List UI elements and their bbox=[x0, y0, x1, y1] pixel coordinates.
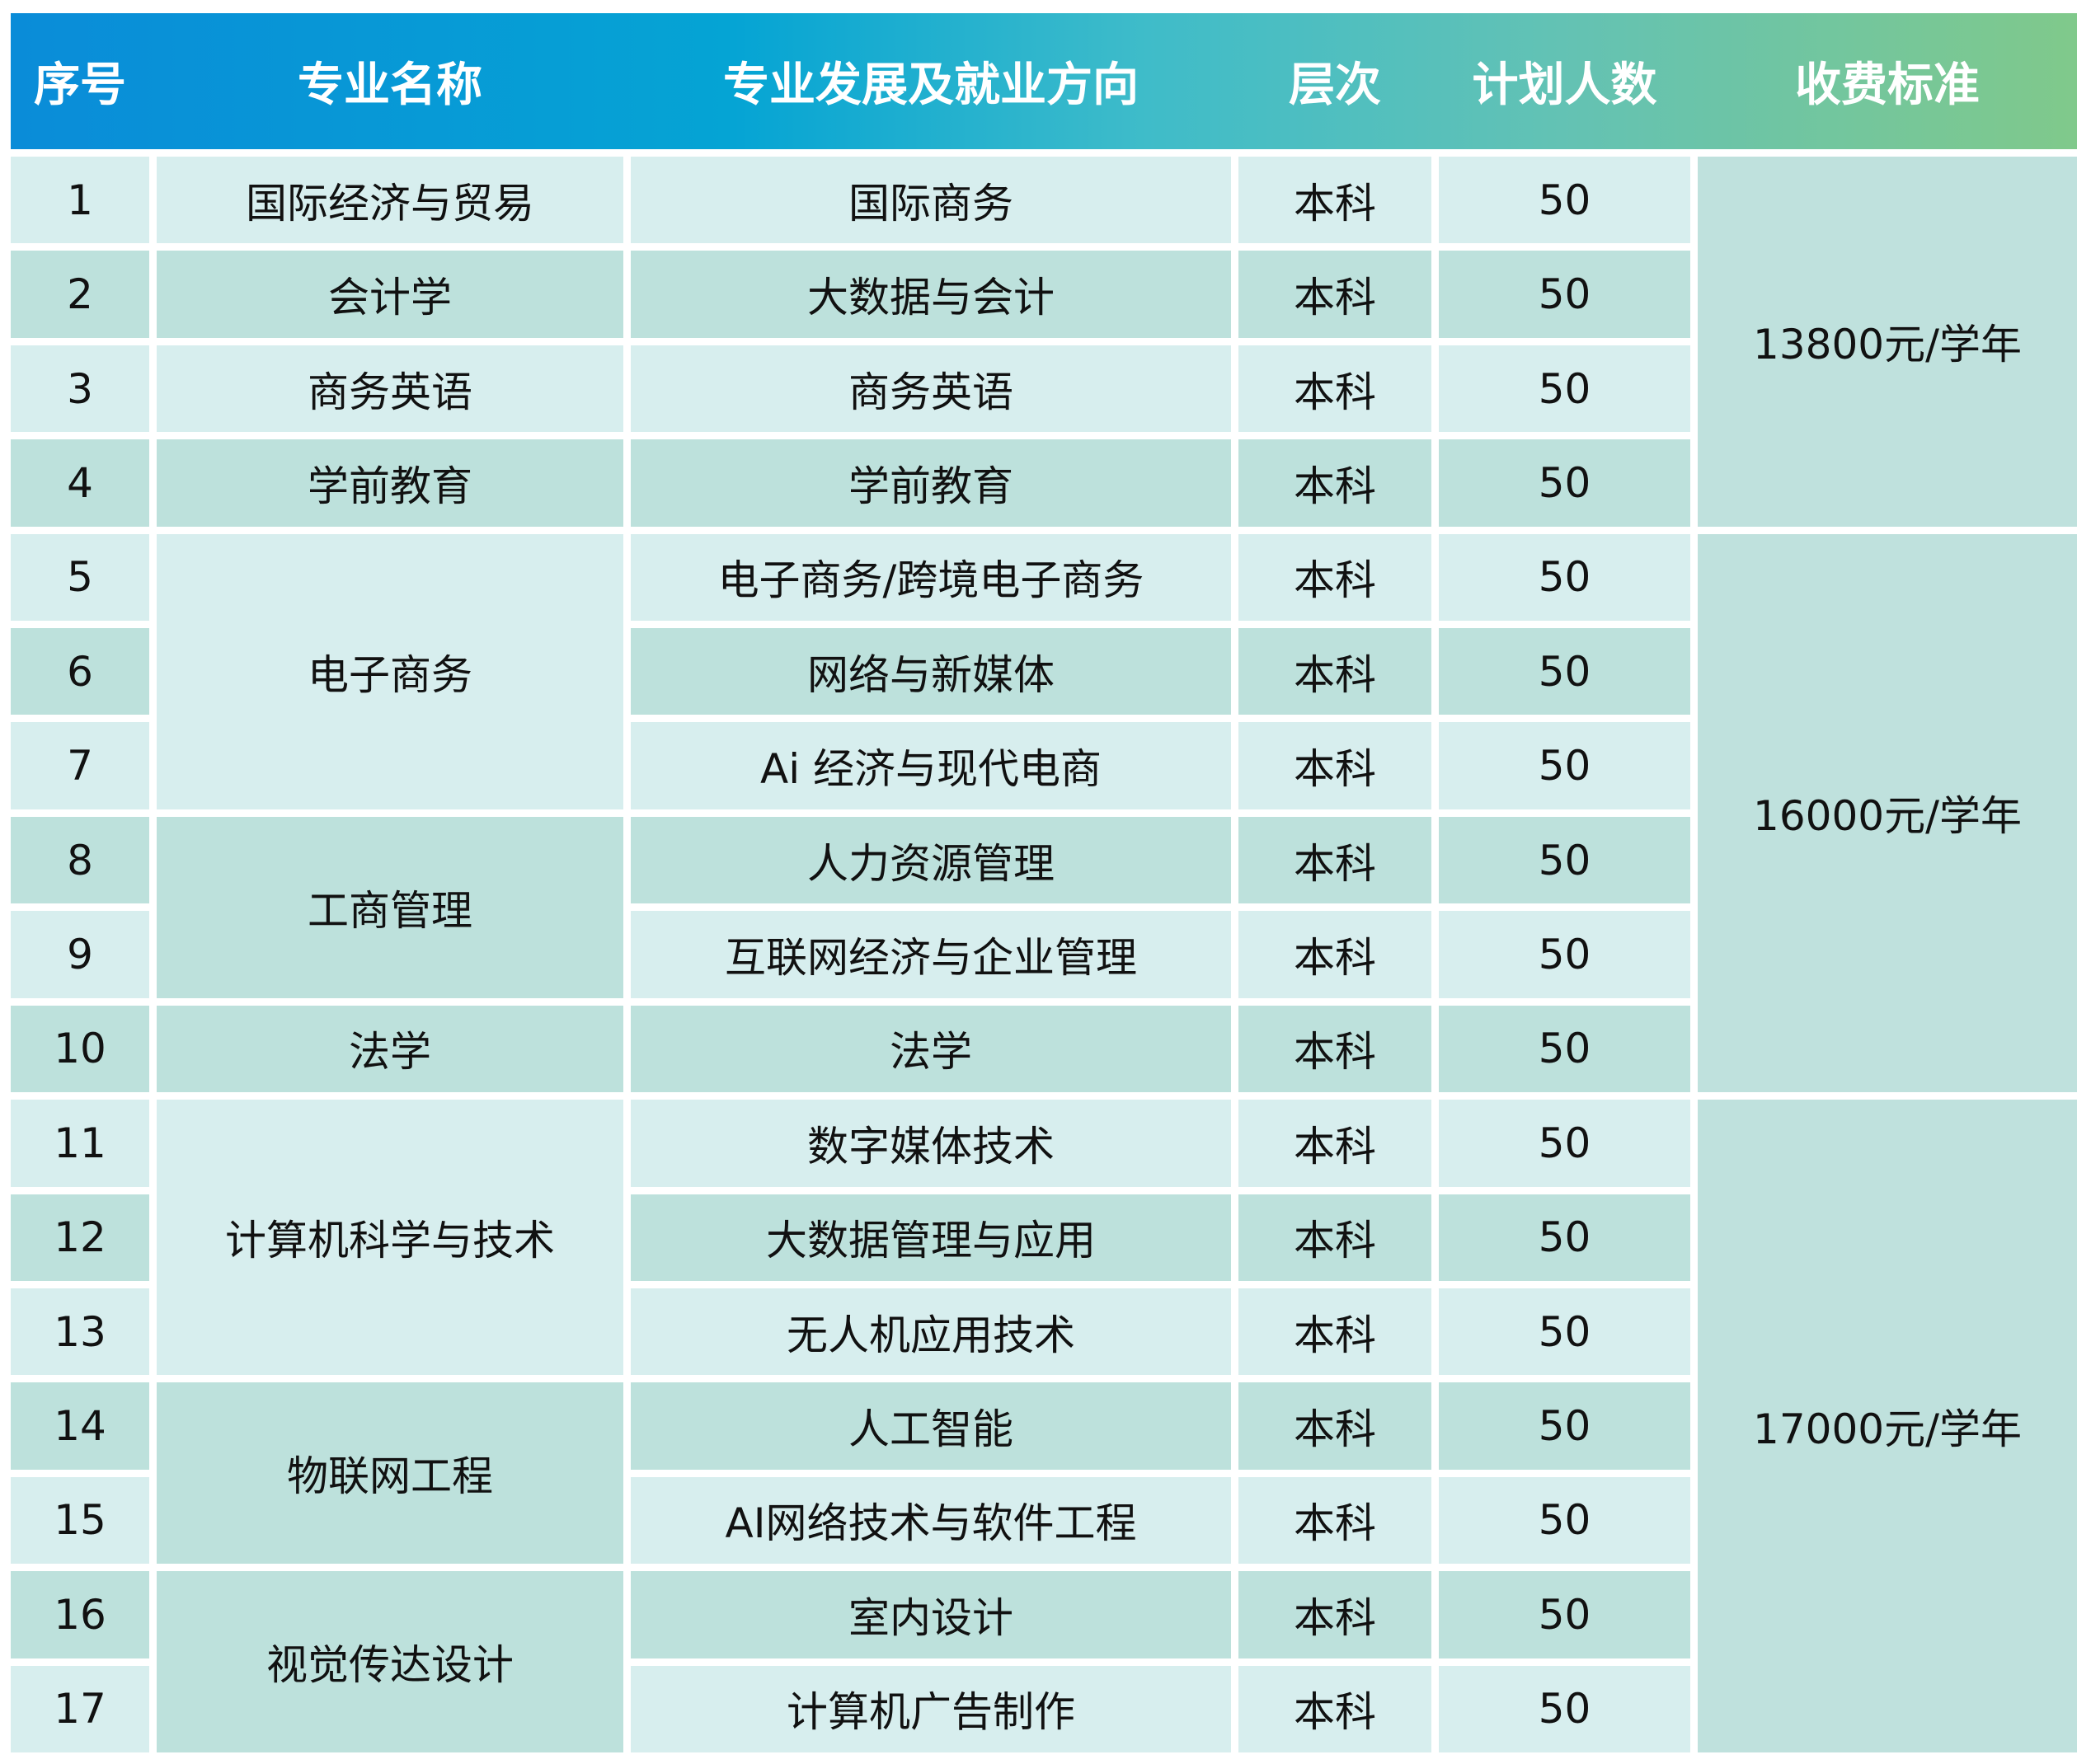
cell-level: 本科 bbox=[1238, 1665, 1431, 1752]
cell-level: 本科 bbox=[1238, 1005, 1431, 1093]
cell-count: 50 bbox=[1439, 1194, 1690, 1281]
cell-direction: 大数据管理与应用 bbox=[631, 1194, 1231, 1281]
cell-level: 本科 bbox=[1238, 533, 1431, 622]
cell-count: 50 bbox=[1439, 1665, 1690, 1752]
cell-count: 50 bbox=[1439, 439, 1690, 527]
cell-direction: 计算机广告制作 bbox=[631, 1665, 1231, 1752]
cell-level: 本科 bbox=[1238, 157, 1431, 244]
cell-count: 50 bbox=[1439, 1476, 1690, 1565]
cell-level: 本科 bbox=[1238, 1382, 1431, 1470]
cell-level: 本科 bbox=[1238, 816, 1431, 904]
cell-fee: 17000元/学年 bbox=[1698, 1100, 2077, 1752]
cell-major: 学前教育 bbox=[157, 439, 623, 527]
cell-count: 50 bbox=[1439, 251, 1690, 338]
cell-index: 16 bbox=[11, 1571, 149, 1658]
cell-direction: 大数据与会计 bbox=[631, 251, 1231, 338]
cell-level: 本科 bbox=[1238, 1571, 1431, 1658]
cell-count: 50 bbox=[1439, 533, 1690, 622]
cell-count: 50 bbox=[1439, 911, 1690, 998]
cell-index: 14 bbox=[11, 1382, 149, 1470]
cell-direction: 无人机应用技术 bbox=[631, 1288, 1231, 1376]
cell-index: 8 bbox=[11, 816, 149, 904]
cell-count: 50 bbox=[1439, 816, 1690, 904]
cell-count: 50 bbox=[1439, 722, 1690, 809]
cell-direction: 学前教育 bbox=[631, 439, 1231, 527]
header-level: 层次 bbox=[1289, 59, 1381, 112]
cell-fee: 13800元/学年 bbox=[1698, 157, 2077, 527]
cell-direction: 商务英语 bbox=[631, 345, 1231, 433]
cell-direction: 法学 bbox=[631, 1005, 1231, 1093]
cell-count: 50 bbox=[1439, 157, 1690, 244]
cell-index: 13 bbox=[11, 1288, 149, 1376]
cell-count: 50 bbox=[1439, 1100, 1690, 1187]
cell-level: 本科 bbox=[1238, 439, 1431, 527]
cell-level: 本科 bbox=[1238, 251, 1431, 338]
cell-fee: 16000元/学年 bbox=[1698, 533, 2077, 1093]
cell-count: 50 bbox=[1439, 1005, 1690, 1093]
cell-direction: Ai 经济与现代电商 bbox=[631, 722, 1231, 809]
cell-index: 12 bbox=[11, 1194, 149, 1281]
cell-direction: 人力资源管理 bbox=[631, 816, 1231, 904]
cell-direction: 数字媒体技术 bbox=[631, 1100, 1231, 1187]
cell-count: 50 bbox=[1439, 1571, 1690, 1658]
cell-index: 7 bbox=[11, 722, 149, 809]
cell-major: 物联网工程 bbox=[157, 1382, 623, 1565]
cell-index: 10 bbox=[11, 1005, 149, 1093]
cell-count: 50 bbox=[1439, 345, 1690, 433]
cell-direction: 人工智能 bbox=[631, 1382, 1231, 1470]
cell-direction: AI网络技术与软件工程 bbox=[631, 1476, 1231, 1565]
cell-major: 视觉传达设计 bbox=[157, 1571, 623, 1752]
cell-level: 本科 bbox=[1238, 1100, 1431, 1187]
cell-level: 本科 bbox=[1238, 1194, 1431, 1281]
cell-major: 法学 bbox=[157, 1005, 623, 1093]
cell-index: 9 bbox=[11, 911, 149, 998]
cell-count: 50 bbox=[1439, 1288, 1690, 1376]
cell-direction: 国际商务 bbox=[631, 157, 1231, 244]
cell-count: 50 bbox=[1439, 628, 1690, 715]
cell-major: 国际经济与贸易 bbox=[157, 157, 623, 244]
cell-major: 商务英语 bbox=[157, 345, 623, 433]
cell-level: 本科 bbox=[1238, 911, 1431, 998]
cell-index: 15 bbox=[11, 1476, 149, 1565]
enrollment-table: 序号 专业名称 专业发展及就业方向 层次 计划人数 收费标准 1 国际商务 本科 50 2 大数据与会… bbox=[11, 13, 2077, 1752]
header-index: 序号 bbox=[34, 59, 126, 112]
cell-major: 工商管理 bbox=[157, 816, 623, 998]
cell-index: 4 bbox=[11, 439, 149, 527]
header-count: 计划人数 bbox=[1472, 59, 1657, 112]
header-direction: 专业发展及就业方向 bbox=[723, 59, 1139, 112]
cell-level: 本科 bbox=[1238, 1288, 1431, 1376]
cell-major: 会计学 bbox=[157, 251, 623, 338]
cell-index: 1 bbox=[11, 157, 149, 244]
cell-major: 计算机科学与技术 bbox=[157, 1100, 623, 1376]
cell-direction: 室内设计 bbox=[631, 1571, 1231, 1658]
cell-index: 6 bbox=[11, 628, 149, 715]
cell-level: 本科 bbox=[1238, 345, 1431, 433]
cell-index: 11 bbox=[11, 1100, 149, 1187]
cell-level: 本科 bbox=[1238, 628, 1431, 715]
header-background bbox=[11, 13, 2077, 149]
header-fee: 收费标准 bbox=[1795, 59, 1980, 112]
cell-level: 本科 bbox=[1238, 722, 1431, 809]
cell-major: 电子商务 bbox=[157, 533, 623, 809]
cell-index: 2 bbox=[11, 251, 149, 338]
cell-direction: 互联网经济与企业管理 bbox=[631, 911, 1231, 998]
header-major: 专业名称 bbox=[298, 59, 482, 112]
cell-index: 5 bbox=[11, 533, 149, 622]
cell-level: 本科 bbox=[1238, 1476, 1431, 1565]
cell-index: 3 bbox=[11, 345, 149, 433]
cell-direction: 网络与新媒体 bbox=[631, 628, 1231, 715]
cell-direction: 电子商务/跨境电子商务 bbox=[631, 533, 1231, 622]
cell-index: 17 bbox=[11, 1665, 149, 1752]
cell-count: 50 bbox=[1439, 1382, 1690, 1470]
